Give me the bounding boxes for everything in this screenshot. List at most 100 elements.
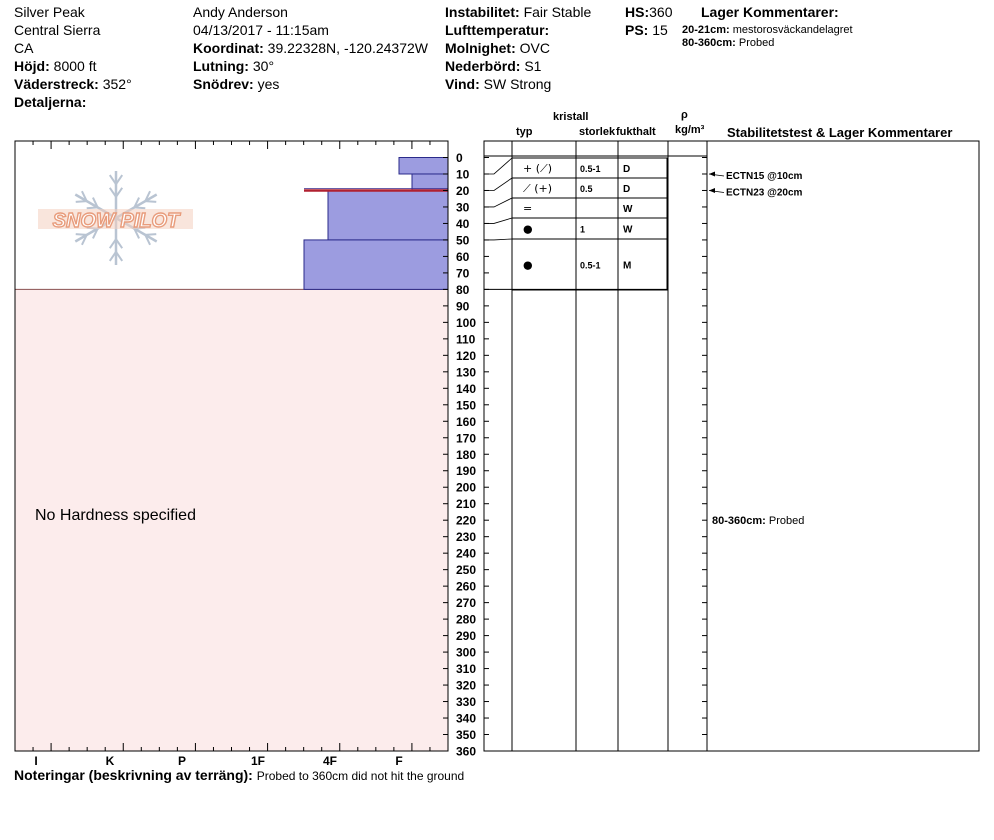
layer-comment-text: Probed	[738, 37, 775, 49]
hardness-category-label: K	[106, 754, 115, 768]
coordinates-row: Koordinat: 39.22328N, -120.24372W	[193, 39, 428, 57]
stability-test-label: ECTN23 @20cm	[726, 187, 803, 198]
depth-tick-label: 50	[456, 233, 470, 247]
crystal-header: kristall	[553, 111, 589, 123]
layer-grain-size: 1	[580, 225, 585, 235]
air-temp-label: Lufttemperatur:	[445, 22, 550, 38]
depth-tick-label: 330	[456, 695, 476, 709]
layer-moisture: W	[623, 225, 633, 236]
depth-tick-label: 240	[456, 547, 476, 561]
type-header: typ	[516, 126, 533, 138]
layer-row	[511, 217, 668, 240]
observation-datetime: 04/13/2017 - 11:15am	[193, 22, 329, 38]
depth-tick-label: 160	[456, 415, 476, 429]
elevation-label: Höjd:	[14, 58, 50, 74]
depth-tick-label: 100	[456, 316, 476, 330]
hardness-bar	[411, 173, 449, 191]
hs-value: 360	[649, 4, 673, 20]
wind-loading-value: yes	[257, 76, 280, 92]
hs-row: HS:360	[625, 3, 672, 21]
layer-row	[511, 197, 668, 219]
no-hardness-text: No Hardness specified	[35, 507, 196, 524]
layer-grain-size: 0.5	[580, 184, 593, 194]
elevation-row: Höjd: 8000 ft	[14, 57, 96, 75]
depth-tick-label: 350	[456, 728, 476, 742]
layer-moisture: D	[623, 184, 630, 195]
aspect-row: Väderstreck: 352°	[14, 75, 132, 93]
probed-region	[15, 289, 448, 751]
layer-grain-type: ●	[523, 223, 533, 236]
depth-tick-label: 260	[456, 580, 476, 594]
hs-label: HS:	[625, 4, 650, 20]
layer-connector	[484, 197, 513, 208]
layer-connector	[484, 157, 513, 175]
logo-text: SNOW PILOT	[53, 210, 181, 232]
depth-tick-label: 170	[456, 431, 476, 445]
details-row: Detaljerna:	[14, 93, 86, 111]
hardness-bar	[398, 157, 449, 175]
depth-tick-label: 180	[456, 448, 476, 462]
layer-grain-type: ⟋ (+)	[523, 182, 552, 195]
precip-value: S1	[524, 58, 542, 74]
layer-comments-title: Lager Kommentarer:	[701, 4, 839, 20]
ps-row: PS: 15	[625, 21, 668, 39]
hardness-bar	[327, 189, 449, 241]
details-label: Detaljerna:	[14, 94, 87, 110]
layer-moisture: M	[623, 261, 631, 272]
hardness-category-label: 1F	[251, 754, 265, 768]
depth-tick-label: 280	[456, 613, 476, 627]
sky-value: OVC	[519, 40, 550, 56]
density-rho-header: ρ	[681, 109, 688, 121]
moisture-header: fukthalt	[616, 126, 656, 138]
wind-value: SW Strong	[483, 76, 552, 92]
depth-tick-label: 30	[456, 200, 470, 214]
depth-tick-label: 320	[456, 679, 476, 693]
layer-comment-text: mestorosväckandelagret	[732, 24, 853, 36]
sky-label: Molnighet:	[445, 40, 516, 56]
depth-tick-label: 250	[456, 563, 476, 577]
depth-tick-label: 110	[456, 332, 476, 346]
ps-value: 15	[652, 22, 668, 38]
state: CA	[14, 40, 34, 56]
density-unit-header: kg/m³	[675, 124, 705, 136]
layer-moisture: W	[623, 204, 633, 215]
depth-tick-label: 120	[456, 349, 476, 363]
ps-label: PS:	[625, 22, 649, 38]
depth-tick-label: 220	[456, 514, 476, 528]
depth-tick-label: 360	[456, 745, 476, 759]
hardness-category-label: F	[395, 754, 402, 768]
stability-row: Instabilitet: Fair Stable	[445, 3, 591, 21]
depth-tick-label: 130	[456, 365, 476, 379]
layer-grain-type: =	[523, 202, 532, 215]
elevation-value: 8000 ft	[53, 58, 97, 74]
depth-tick-label: 230	[456, 530, 476, 544]
layer-connector	[484, 217, 513, 224]
hardness-bar	[303, 239, 449, 290]
layer-connector	[484, 177, 513, 191]
wind-row: Vind: SW Strong	[445, 75, 551, 93]
depth-tick-label: 290	[456, 629, 476, 643]
depth-tick-label: 200	[456, 481, 476, 495]
layer-grain-size: 0.5-1	[580, 164, 601, 174]
layer-comment-range: 80-360cm:	[682, 37, 736, 49]
aspect-value: 352°	[102, 76, 132, 92]
depth-tick-label: 40	[456, 217, 470, 231]
wind-loading-label: Snödrev:	[193, 76, 254, 92]
hardness-category-label: P	[178, 754, 186, 768]
layer-comment-2: 80-360cm: Probed	[682, 37, 774, 50]
precip-label: Nederbörd:	[445, 58, 521, 74]
layer-comment-1: 20-21cm: mestorosväckandelagret	[682, 24, 853, 37]
layer-connector	[484, 238, 513, 241]
depth-tick-label: 140	[456, 382, 476, 396]
notes-text: Probed to 360cm did not hit the ground	[256, 769, 465, 783]
depth-tick-label: 270	[456, 596, 476, 610]
depth-tick-label: 0	[456, 151, 463, 165]
wind-loading-row: Snödrev: yes	[193, 75, 279, 93]
notes-row: Noteringar (beskrivning av terräng): Pro…	[14, 766, 464, 784]
depth-tick-label: 70	[456, 266, 470, 280]
layer-grain-type: + (⟋)	[523, 162, 552, 175]
wind-label: Vind:	[445, 76, 480, 92]
notes-label: Noteringar (beskrivning av terräng):	[14, 767, 253, 783]
coordinates-value: 39.22328N, -120.24372W	[267, 40, 428, 56]
